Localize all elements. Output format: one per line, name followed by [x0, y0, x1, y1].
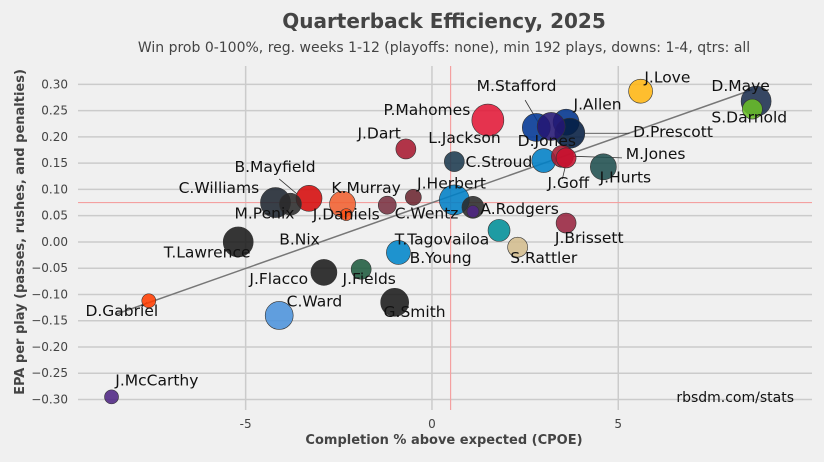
data-point — [395, 138, 417, 160]
data-point — [386, 240, 411, 265]
point-label: C.Wentz — [395, 204, 459, 222]
point-label: J.Herbert — [416, 174, 486, 192]
point-label: G.Smith — [384, 303, 446, 321]
point-label: D.Jones — [518, 132, 576, 150]
axis-ticks: −0.30 −0.25 −0.20 −0.15 −0.10 −0.05 0.00 0.05 0.… — [31, 77, 622, 431]
y-tick-label: 0.20 — [41, 130, 68, 144]
point-label: J.Dart — [356, 124, 400, 142]
point-label: J.Allen — [573, 96, 622, 114]
data-point — [279, 192, 302, 216]
data-point — [405, 188, 422, 206]
y-tick-label: 0.25 — [41, 104, 68, 118]
point-label: C.Williams — [179, 179, 260, 197]
y-tick-label: −0.25 — [31, 366, 68, 380]
x-axis-label: Completion % above expected (CPOE) — [305, 433, 582, 448]
data-point — [350, 258, 372, 280]
data-point — [507, 236, 528, 258]
y-tick-label: −0.05 — [31, 261, 68, 275]
trend-line — [115, 88, 753, 316]
data-points — [104, 78, 772, 405]
point-label: D.Prescott — [633, 123, 713, 141]
point-label: J.Daniels — [312, 205, 380, 223]
point-label: J.Love — [643, 68, 690, 86]
data-point — [104, 389, 119, 405]
data-point — [590, 153, 617, 181]
point-label: P.Mahomes — [384, 101, 471, 119]
y-tick-label: 0.15 — [41, 156, 68, 170]
point-label: B.Nix — [279, 231, 320, 249]
y-axis-label: EPA per play (passes, rushes, and penalt… — [13, 69, 28, 395]
data-point — [339, 208, 353, 221]
credit-text: rbsdm.com/stats — [676, 390, 794, 406]
point-label: A.Rodgers — [480, 200, 558, 218]
y-tick-label: 0.00 — [41, 235, 68, 249]
point-label: J.Fields — [342, 270, 396, 288]
point-label: J.Goff — [546, 174, 589, 192]
data-point — [555, 212, 577, 234]
point-label: T.Tagovailoa — [394, 231, 490, 249]
data-point — [466, 205, 480, 218]
point-label: K.Murray — [331, 179, 400, 197]
data-point — [380, 288, 410, 317]
y-tick-label: 0.30 — [41, 77, 68, 91]
data-point — [555, 147, 577, 169]
regression-line — [115, 88, 753, 316]
point-label: J.McCarthy — [114, 371, 198, 389]
point-label: C.Ward — [287, 293, 343, 311]
point-label: D.Maye — [711, 77, 769, 95]
point-label: M.Stafford — [477, 77, 557, 95]
point-label: D.Gabriel — [85, 302, 158, 320]
point-label: S.Rattler — [510, 249, 578, 267]
data-point — [310, 259, 338, 286]
data-point — [536, 112, 566, 141]
point-label: B.Young — [410, 249, 472, 267]
point-label: J.Flacco — [248, 270, 308, 288]
y-tick-label: 0.05 — [41, 209, 68, 223]
point-label: C.Stroud — [465, 153, 532, 171]
point-label: L.Jackson — [428, 129, 501, 147]
data-point — [141, 293, 157, 309]
point-label: B.Mayfield — [234, 158, 315, 176]
x-tick-label: 5 — [614, 417, 622, 431]
chart-title: Quarterback Efficiency, 2025 — [282, 9, 606, 33]
data-point — [628, 78, 653, 104]
point-label: J.Brissett — [554, 229, 624, 247]
point-label: J.Hurts — [599, 169, 652, 187]
data-point — [471, 103, 505, 137]
data-point — [222, 226, 254, 258]
y-tick-label: −0.20 — [31, 340, 68, 354]
data-point — [377, 195, 397, 215]
x-tick-label: 0 — [428, 417, 436, 431]
x-tick-label: -5 — [240, 417, 252, 431]
data-point — [264, 301, 294, 330]
point-label: T.Lawrence — [163, 244, 251, 262]
point-label: M.Jones — [626, 145, 686, 163]
chart-subtitle: Win prob 0-100%, reg. weeks 1-12 (playof… — [138, 40, 750, 56]
y-tick-label: −0.15 — [31, 314, 68, 328]
leader-line — [278, 178, 299, 195]
point-label: M.Penix — [234, 204, 294, 222]
y-tick-label: 0.10 — [41, 182, 68, 196]
point-labels: J.Love D.Maye S.Darnold M.Stafford J.Allen P.… — [85, 68, 787, 389]
y-tick-label: −0.30 — [31, 392, 68, 406]
data-point — [487, 219, 511, 242]
data-point — [742, 98, 763, 120]
point-label: S.Darnold — [711, 109, 787, 127]
data-point — [444, 151, 465, 172]
y-tick-label: −0.10 — [31, 287, 68, 301]
